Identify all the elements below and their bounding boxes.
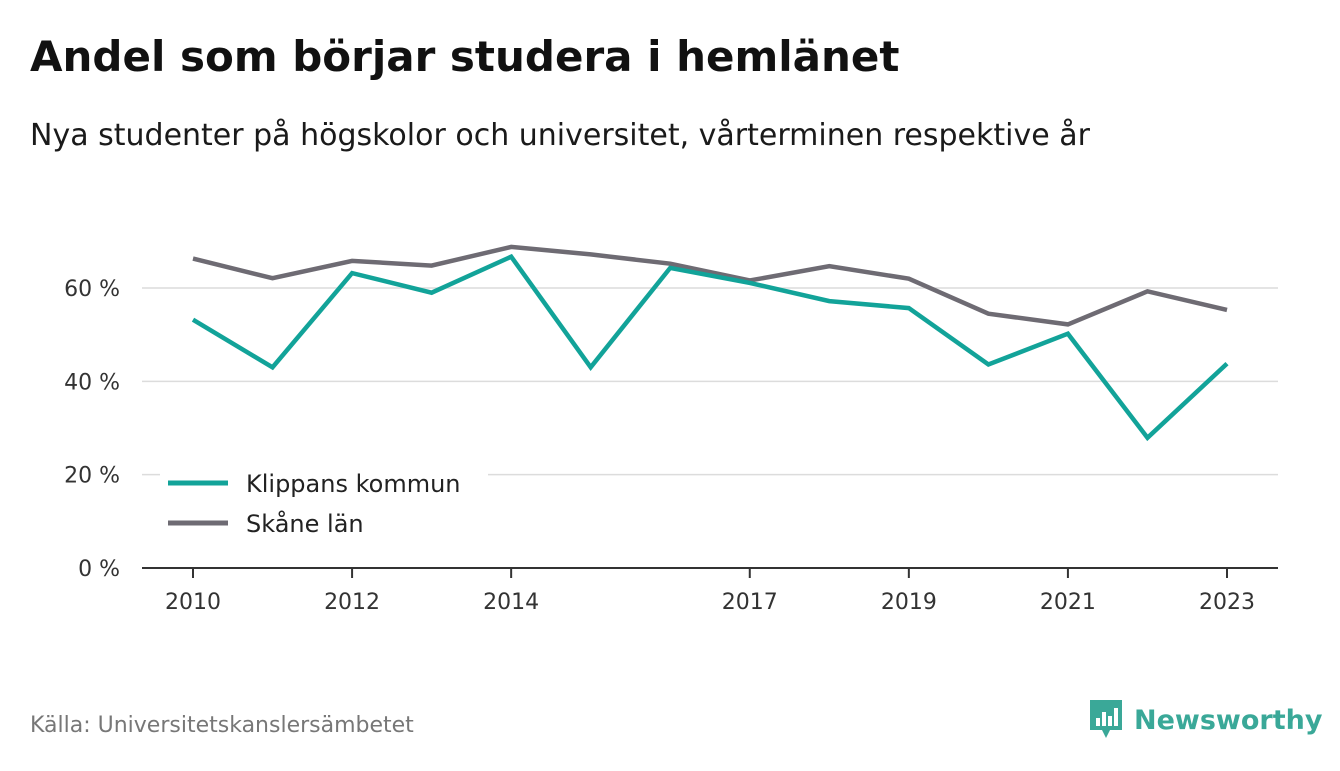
legend: Klippans kommun Skåne län: [160, 462, 488, 552]
series-lines: [191, 244, 1229, 442]
chart-title: Andel som börjar studera i hemlänet: [30, 32, 900, 81]
x-tick-label: 2014: [483, 590, 539, 615]
y-tick-label: 20 %: [64, 464, 120, 489]
series-line: [191, 253, 1229, 442]
legend-label: Klippans kommun: [246, 470, 461, 498]
legend-background: [160, 462, 488, 552]
x-tick-label: 2019: [881, 590, 937, 615]
x-tick-label: 2023: [1199, 590, 1255, 615]
gridlines: [142, 287, 1278, 476]
chart-subtitle: Nya studenter på högskolor och universit…: [30, 118, 1090, 153]
axes: 0 % 20 % 40 % 60 % 2010 2012 2014 2017 2019 2021 2…: [64, 277, 1278, 615]
brand-logo: Newsworthy: [1088, 698, 1322, 742]
line-chart: 0 % 20 % 40 % 60 % 2010 2012 2014 2017 2019 2021 2…: [64, 244, 1278, 615]
x-tick-label: 2017: [722, 590, 778, 615]
x-tick-label: 2010: [165, 590, 221, 615]
brand-name: Newsworthy: [1134, 704, 1323, 736]
legend-label: Skåne län: [246, 509, 364, 538]
y-tick-label: 0 %: [78, 557, 120, 582]
x-tick-label: 2021: [1040, 590, 1096, 615]
y-tick-label: 40 %: [64, 370, 120, 395]
x-tick-label: 2012: [324, 590, 380, 615]
bar-chart-speech-bubble-icon: [1090, 700, 1122, 738]
series-line: [192, 244, 1228, 327]
y-tick-label: 60 %: [64, 277, 120, 302]
source-note: Källa: Universitetskanslersämbetet: [30, 713, 414, 738]
